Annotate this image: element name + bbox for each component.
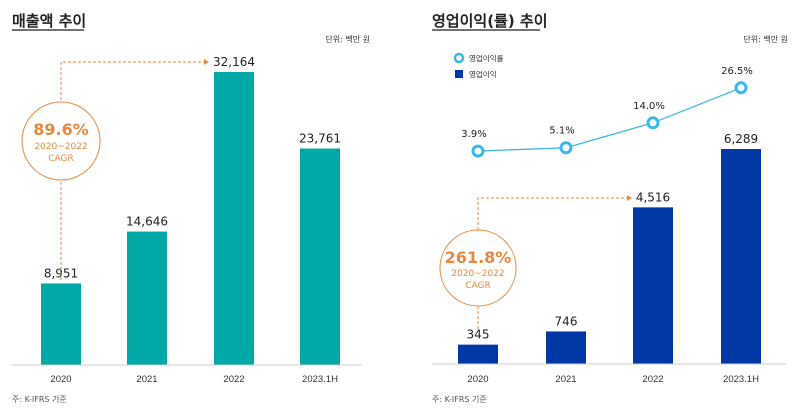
operating-profit-chart: 영업이익(률) 추이 단위: 백만 원 영업이익률 영업이익 345 2020 74… xyxy=(432,12,788,404)
bar-2022 xyxy=(633,207,673,364)
op-title: 영업이익(률) 추이 xyxy=(432,12,548,30)
margin-line xyxy=(477,87,742,152)
cagr-period: 2020~2022 xyxy=(451,269,504,279)
arrow-head-icon xyxy=(204,59,209,65)
legend-profit: 영업이익 xyxy=(469,69,497,79)
legend-square-icon xyxy=(455,70,463,78)
bar-value-label: 14,646 xyxy=(126,215,168,229)
cagr-connector xyxy=(60,61,205,100)
x-tick-label: 2020 xyxy=(50,374,71,385)
footnote: 주: K-IFRS 기준 xyxy=(12,395,67,404)
margin-point xyxy=(646,116,660,130)
bar-value-label: 746 xyxy=(555,314,578,328)
bar-2023.1H xyxy=(721,149,761,364)
margin-value-label: 26.5% xyxy=(721,66,753,77)
footnote: 주: K-IFRS 기준 xyxy=(432,395,487,404)
margin-value-label: 5.1% xyxy=(549,126,574,137)
x-tick-label: 2023.1H xyxy=(723,374,759,385)
bar-value-label: 6,289 xyxy=(724,132,758,146)
cagr-circle xyxy=(439,229,517,307)
cagr-circle xyxy=(21,101,101,181)
cagr-label: CAGR xyxy=(465,281,491,291)
revenue-chart: 매출액 추이 단위: 백만 원 8,951202014,646202132,16… xyxy=(12,12,370,404)
cagr-period: 2020~2022 xyxy=(34,142,87,152)
unit-label: 단위: 백만 원 xyxy=(743,34,788,44)
bar-2021 xyxy=(546,331,586,364)
bar-2023.1H xyxy=(300,148,340,365)
margin-point xyxy=(734,81,748,95)
margin-point xyxy=(471,144,485,158)
revenue-title: 매출액 추이 xyxy=(12,12,86,30)
bar-2022 xyxy=(214,72,254,365)
arrow-head-icon xyxy=(627,195,632,201)
x-tick-label: 2023.1H xyxy=(302,374,338,385)
bar-value-label: 345 xyxy=(467,328,490,342)
bar-2021 xyxy=(127,231,167,365)
bar-value-label: 4,516 xyxy=(636,190,670,204)
bar-2020 xyxy=(41,283,81,365)
cagr-value: 261.8% xyxy=(445,248,512,267)
cagr-label: CAGR xyxy=(48,154,74,164)
x-tick-label: 2020 xyxy=(467,374,488,385)
cagr-connector xyxy=(477,197,628,230)
x-tick-label: 2021 xyxy=(555,374,576,385)
legend-circle-icon xyxy=(453,52,465,64)
bar-value-label: 23,761 xyxy=(299,132,341,146)
margin-value-label: 3.9% xyxy=(461,129,486,140)
x-tick-label: 2022 xyxy=(223,374,244,385)
margin-point xyxy=(559,141,573,155)
bar-value-label: 32,164 xyxy=(213,55,255,69)
cagr-value: 89.6% xyxy=(33,120,89,139)
bar-2020 xyxy=(458,344,498,364)
x-tick-label: 2022 xyxy=(642,374,663,385)
x-tick-label: 2021 xyxy=(136,374,157,385)
unit-label: 단위: 백만 원 xyxy=(325,34,370,44)
legend-margin: 영업이익률 xyxy=(469,53,504,63)
margin-value-label: 14.0% xyxy=(633,101,665,112)
